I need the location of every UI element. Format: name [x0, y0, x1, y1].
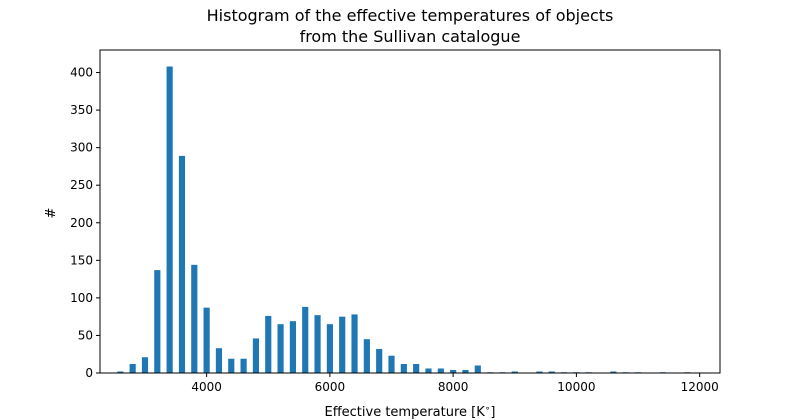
- histogram-bar: [141, 357, 149, 373]
- histogram-bar: [191, 264, 198, 373]
- x-tick-label: 10000: [557, 380, 595, 394]
- x-tick-label: 8000: [438, 380, 469, 394]
- histogram-bar: [252, 338, 260, 373]
- histogram-bar: [437, 368, 444, 373]
- x-tick-label: 6000: [315, 380, 346, 394]
- x-axis-label-close: ]: [490, 405, 495, 420]
- histogram-bar: [548, 371, 555, 373]
- histogram-bar: [178, 155, 186, 373]
- y-tick-label: 250: [70, 178, 93, 192]
- y-tick-label: 150: [70, 253, 93, 267]
- histogram-bar: [166, 66, 173, 374]
- histogram-bar: [154, 270, 161, 373]
- histogram-bar: [351, 314, 358, 373]
- histogram-bar: [117, 371, 124, 373]
- histogram-bar: [363, 339, 370, 373]
- y-axis-label: #: [44, 208, 59, 219]
- histogram-bar: [376, 348, 383, 373]
- x-axis-label: Effective temperature [K∘]: [324, 404, 495, 420]
- histogram-bar: [289, 321, 296, 373]
- x-axis-label-degree: ∘: [485, 404, 491, 414]
- histogram-bar: [228, 358, 235, 373]
- histogram-bar: [265, 315, 272, 373]
- plot-frame: [99, 49, 721, 374]
- y-tick-label: 200: [70, 216, 93, 230]
- y-tick-label: 50: [78, 328, 93, 342]
- histogram-bar: [450, 369, 457, 373]
- x-tick-label: 4000: [191, 380, 222, 394]
- histogram-bar: [339, 316, 346, 373]
- histogram-bar: [277, 324, 284, 373]
- y-axis-ticks: 0 50 100 150 200 250 300 350 400: [70, 66, 100, 380]
- histogram-bar: [302, 306, 309, 373]
- histogram-bar: [413, 363, 420, 373]
- bars-group: [117, 66, 691, 374]
- histogram-bar: [314, 315, 321, 373]
- y-tick-label: 0: [85, 366, 93, 380]
- histogram-bar: [462, 369, 469, 373]
- x-tick-label: 12000: [681, 380, 719, 394]
- histogram-bar: [388, 355, 395, 373]
- chart-title-line-2: from the Sullivan catalogue: [300, 27, 521, 46]
- x-axis-label-text: Effective temperature [K: [324, 405, 485, 420]
- x-axis-ticks: 4000 6000 8000 10000 12000: [191, 373, 719, 394]
- histogram-bar: [326, 324, 333, 373]
- histogram-bar: [215, 348, 223, 373]
- histogram-bar: [129, 363, 136, 373]
- y-tick-label: 300: [70, 141, 93, 155]
- histogram-bar: [511, 371, 518, 373]
- histogram-bar: [536, 371, 543, 373]
- histogram-bar: [240, 358, 247, 373]
- histogram-bar: [425, 368, 432, 373]
- y-tick-label: 350: [70, 103, 93, 117]
- histogram-bar: [400, 363, 407, 373]
- histogram-bar: [610, 371, 617, 373]
- histogram-bar: [474, 365, 481, 373]
- chart-title-line-1: Histogram of the effective temperatures …: [207, 6, 614, 25]
- y-tick-label: 100: [70, 291, 93, 305]
- histogram-bar: [203, 307, 210, 373]
- y-tick-label: 400: [70, 66, 93, 80]
